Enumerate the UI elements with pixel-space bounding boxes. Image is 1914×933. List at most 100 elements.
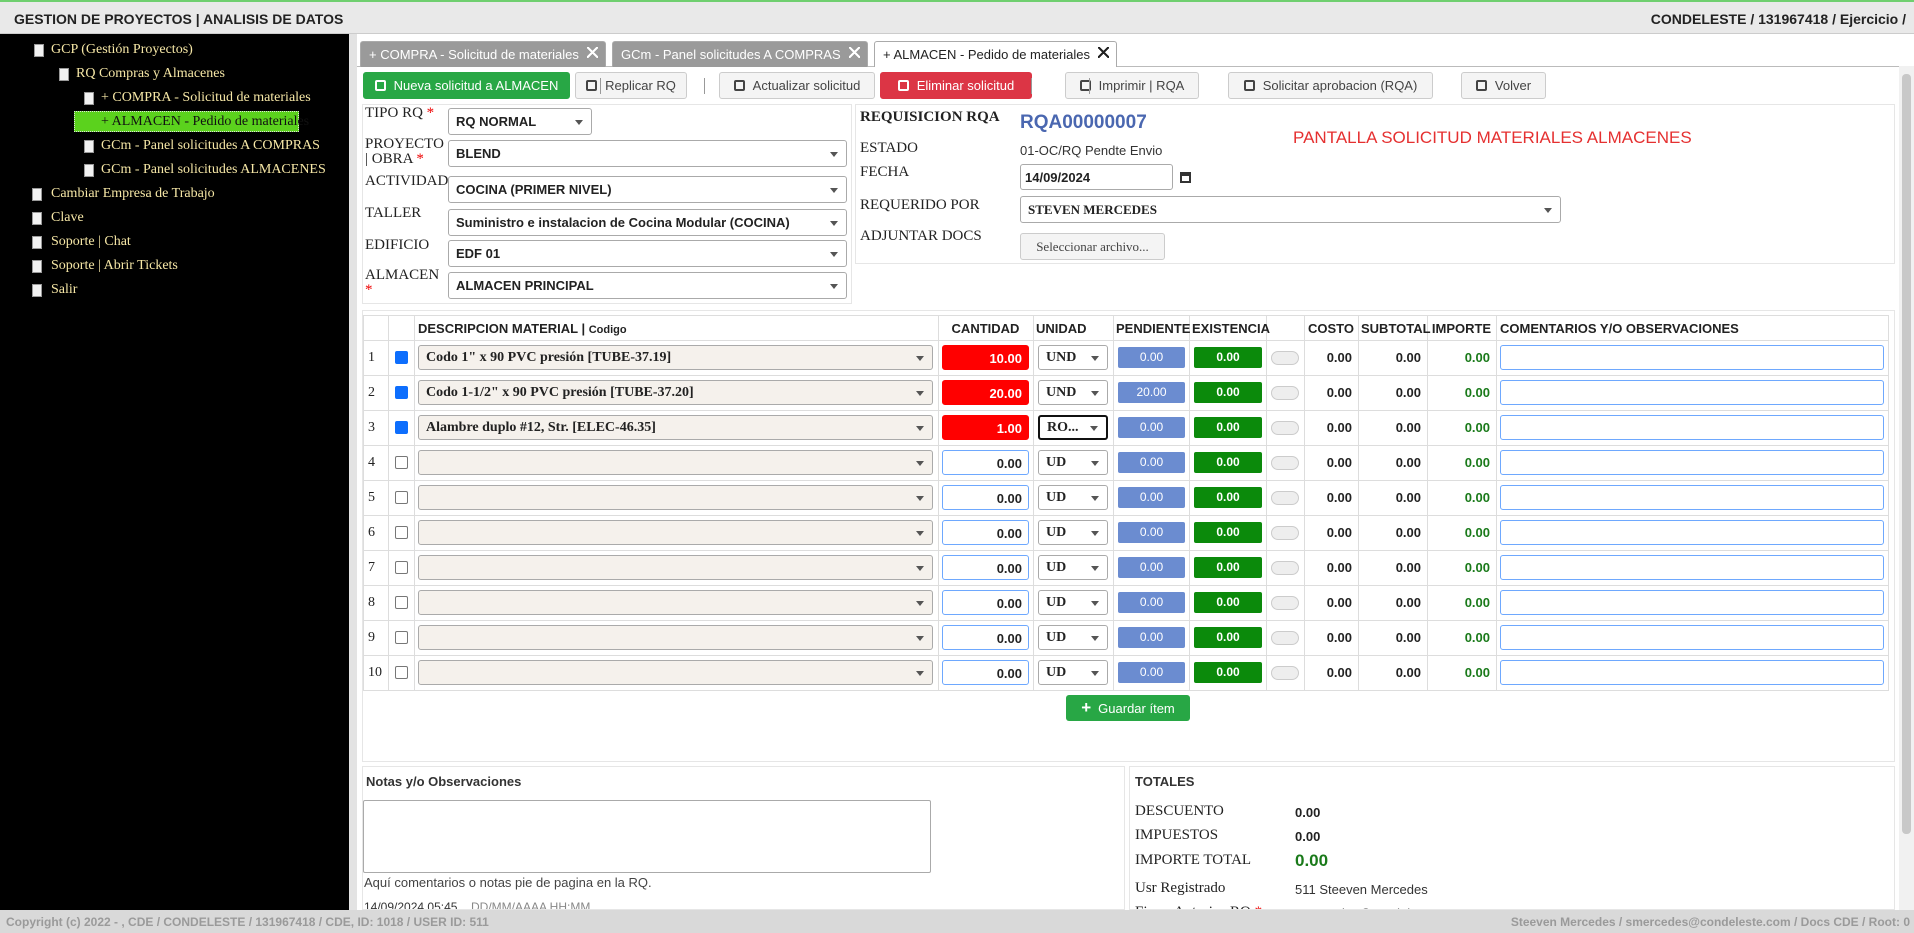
toolbar-button[interactable]: Solicitar aprobacion (RQA) bbox=[1228, 72, 1433, 99]
row-toggle[interactable] bbox=[1271, 421, 1299, 435]
row-checkbox[interactable] bbox=[395, 526, 408, 539]
row-toggle[interactable] bbox=[1271, 596, 1299, 610]
row-toggle[interactable] bbox=[1271, 491, 1299, 505]
unit-select[interactable]: UD bbox=[1038, 520, 1108, 545]
datetime-format: DD/MM/AAAA HH:MM bbox=[471, 900, 591, 910]
save-item-button[interactable]: + Guardar ítem bbox=[1066, 695, 1190, 721]
toolbar-button[interactable]: Nueva solicitud a ALMACEN bbox=[363, 72, 570, 99]
material-select[interactable] bbox=[418, 660, 933, 685]
row-checkbox[interactable] bbox=[395, 666, 408, 679]
comment-input[interactable] bbox=[1500, 625, 1884, 650]
row-checkbox[interactable] bbox=[395, 386, 408, 399]
unit-select[interactable]: UD bbox=[1038, 555, 1108, 580]
material-select[interactable] bbox=[418, 520, 933, 545]
quantity-input[interactable]: 10.00 bbox=[942, 345, 1029, 370]
material-select[interactable]: Codo 1" x 90 PVC presión [TUBE-37.19] bbox=[418, 345, 933, 370]
material-select[interactable] bbox=[418, 485, 933, 510]
requested-by-select[interactable]: STEVEN MERCEDES bbox=[1020, 196, 1561, 223]
calendar-icon[interactable] bbox=[1180, 172, 1191, 183]
nav-item[interactable]: GCm - Panel solicitudes ALMACENES bbox=[101, 162, 326, 177]
row-toggle[interactable] bbox=[1271, 561, 1299, 575]
quantity-input[interactable]: 0.00 bbox=[942, 485, 1029, 510]
tab-close[interactable] bbox=[586, 47, 598, 58]
quantity-input[interactable]: 20.00 bbox=[942, 380, 1029, 405]
row-toggle[interactable] bbox=[1271, 351, 1299, 365]
quantity-input[interactable]: 0.00 bbox=[942, 625, 1029, 650]
row-checkbox[interactable] bbox=[395, 421, 408, 434]
notes-textarea[interactable] bbox=[363, 800, 931, 873]
nav-item[interactable]: + ALMACEN - Pedido de materiales bbox=[101, 114, 310, 129]
field-select[interactable]: ALMACEN PRINCIPAL bbox=[448, 272, 847, 299]
nav-link[interactable]: Clave bbox=[51, 210, 84, 225]
nav-item[interactable]: + COMPRA - Solicitud de materiales bbox=[101, 90, 311, 105]
comment-input[interactable] bbox=[1500, 520, 1884, 545]
row-toggle[interactable] bbox=[1271, 631, 1299, 645]
quantity-input[interactable]: 0.00 bbox=[942, 555, 1029, 580]
comment-input[interactable] bbox=[1500, 485, 1884, 510]
field-select[interactable]: COCINA (PRIMER NIVEL) bbox=[448, 176, 847, 203]
tab[interactable]: + COMPRA - Solicitud de materiales bbox=[360, 41, 606, 67]
tab-close[interactable] bbox=[848, 47, 860, 58]
nav-item[interactable]: GCm - Panel solicitudes A COMPRAS bbox=[101, 138, 320, 153]
unit-select[interactable]: RO... bbox=[1038, 415, 1108, 440]
comment-input[interactable] bbox=[1500, 345, 1884, 370]
material-select[interactable] bbox=[418, 450, 933, 475]
row-toggle[interactable] bbox=[1271, 666, 1299, 680]
row-toggle[interactable] bbox=[1271, 456, 1299, 470]
comment-input[interactable] bbox=[1500, 450, 1884, 475]
comment-input[interactable] bbox=[1500, 555, 1884, 580]
unit-select[interactable]: UD bbox=[1038, 485, 1108, 510]
toolbar-button[interactable]: Actualizar solicitud bbox=[719, 72, 875, 99]
row-checkbox[interactable] bbox=[395, 351, 408, 364]
material-select[interactable] bbox=[418, 590, 933, 615]
tab[interactable]: + ALMACEN - Pedido de materiales bbox=[874, 41, 1118, 67]
row-toggle[interactable] bbox=[1271, 386, 1299, 400]
row-checkbox[interactable] bbox=[395, 631, 408, 644]
material-select[interactable]: Alambre duplo #12, Str. [ELEC-46.35] bbox=[418, 415, 933, 440]
comment-input[interactable] bbox=[1500, 380, 1884, 405]
nav-link[interactable]: Salir bbox=[51, 282, 78, 297]
row-checkbox[interactable] bbox=[395, 491, 408, 504]
nav-item[interactable]: GCP (Gestión Proyectos) bbox=[51, 42, 193, 57]
comment-input[interactable] bbox=[1500, 660, 1884, 685]
row-checkbox[interactable] bbox=[395, 456, 408, 469]
file-button[interactable]: Seleccionar archivo... bbox=[1020, 233, 1165, 260]
material-select[interactable] bbox=[418, 625, 933, 650]
row-toggle[interactable] bbox=[1271, 526, 1299, 540]
sidebar: GCP (Gestión Proyectos) RQ Compras y Alma… bbox=[0, 34, 349, 910]
doc-icon bbox=[32, 188, 42, 201]
unit-select[interactable]: UD bbox=[1038, 625, 1108, 650]
toolbar-button[interactable]: Eliminar solicitud bbox=[880, 72, 1032, 99]
row-checkbox[interactable] bbox=[395, 596, 408, 609]
toolbar-button[interactable]: Imprimir | RQA bbox=[1065, 72, 1199, 99]
unit-select[interactable]: UND bbox=[1038, 345, 1108, 370]
toolbar-button[interactable]: Replicar RQ bbox=[575, 72, 687, 99]
quantity-input[interactable]: 1.00 bbox=[942, 415, 1029, 440]
field-select[interactable]: RQ NORMAL bbox=[448, 108, 592, 135]
tab-close[interactable] bbox=[1098, 47, 1110, 58]
quantity-input[interactable]: 0.00 bbox=[942, 590, 1029, 615]
field-select[interactable]: Suministro e instalacion de Cocina Modul… bbox=[448, 209, 847, 236]
toolbar-button[interactable]: Volver bbox=[1461, 72, 1546, 99]
comment-input[interactable] bbox=[1500, 415, 1884, 440]
quantity-input[interactable]: 0.00 bbox=[942, 520, 1029, 545]
nav-link[interactable]: Soporte | Abrir Tickets bbox=[51, 258, 178, 273]
unit-select[interactable]: UND bbox=[1038, 380, 1108, 405]
unit-select[interactable]: UD bbox=[1038, 450, 1108, 475]
field-select[interactable]: EDF 01 bbox=[448, 240, 847, 267]
unit-select[interactable]: UD bbox=[1038, 590, 1108, 615]
field-select[interactable]: BLEND bbox=[448, 140, 847, 167]
nav-link[interactable]: Soporte | Chat bbox=[51, 234, 131, 249]
unit-select[interactable]: UD bbox=[1038, 660, 1108, 685]
material-select[interactable]: Codo 1-1/2" x 90 PVC presión [TUBE-37.20… bbox=[418, 380, 933, 405]
quantity-input[interactable]: 0.00 bbox=[942, 660, 1029, 685]
date-input[interactable]: 14/09/2024 bbox=[1020, 164, 1173, 190]
nav-link[interactable]: Cambiar Empresa de Trabajo bbox=[51, 186, 215, 201]
comment-input[interactable] bbox=[1500, 590, 1884, 615]
nav-item[interactable]: RQ Compras y Almacenes bbox=[76, 66, 225, 81]
row-checkbox[interactable] bbox=[395, 561, 408, 574]
quantity-input[interactable]: 0.00 bbox=[942, 450, 1029, 475]
material-select[interactable] bbox=[418, 555, 933, 580]
scroll-thumb[interactable] bbox=[1902, 74, 1911, 834]
tab[interactable]: GCm - Panel solicitudes A COMPRAS bbox=[612, 41, 868, 67]
